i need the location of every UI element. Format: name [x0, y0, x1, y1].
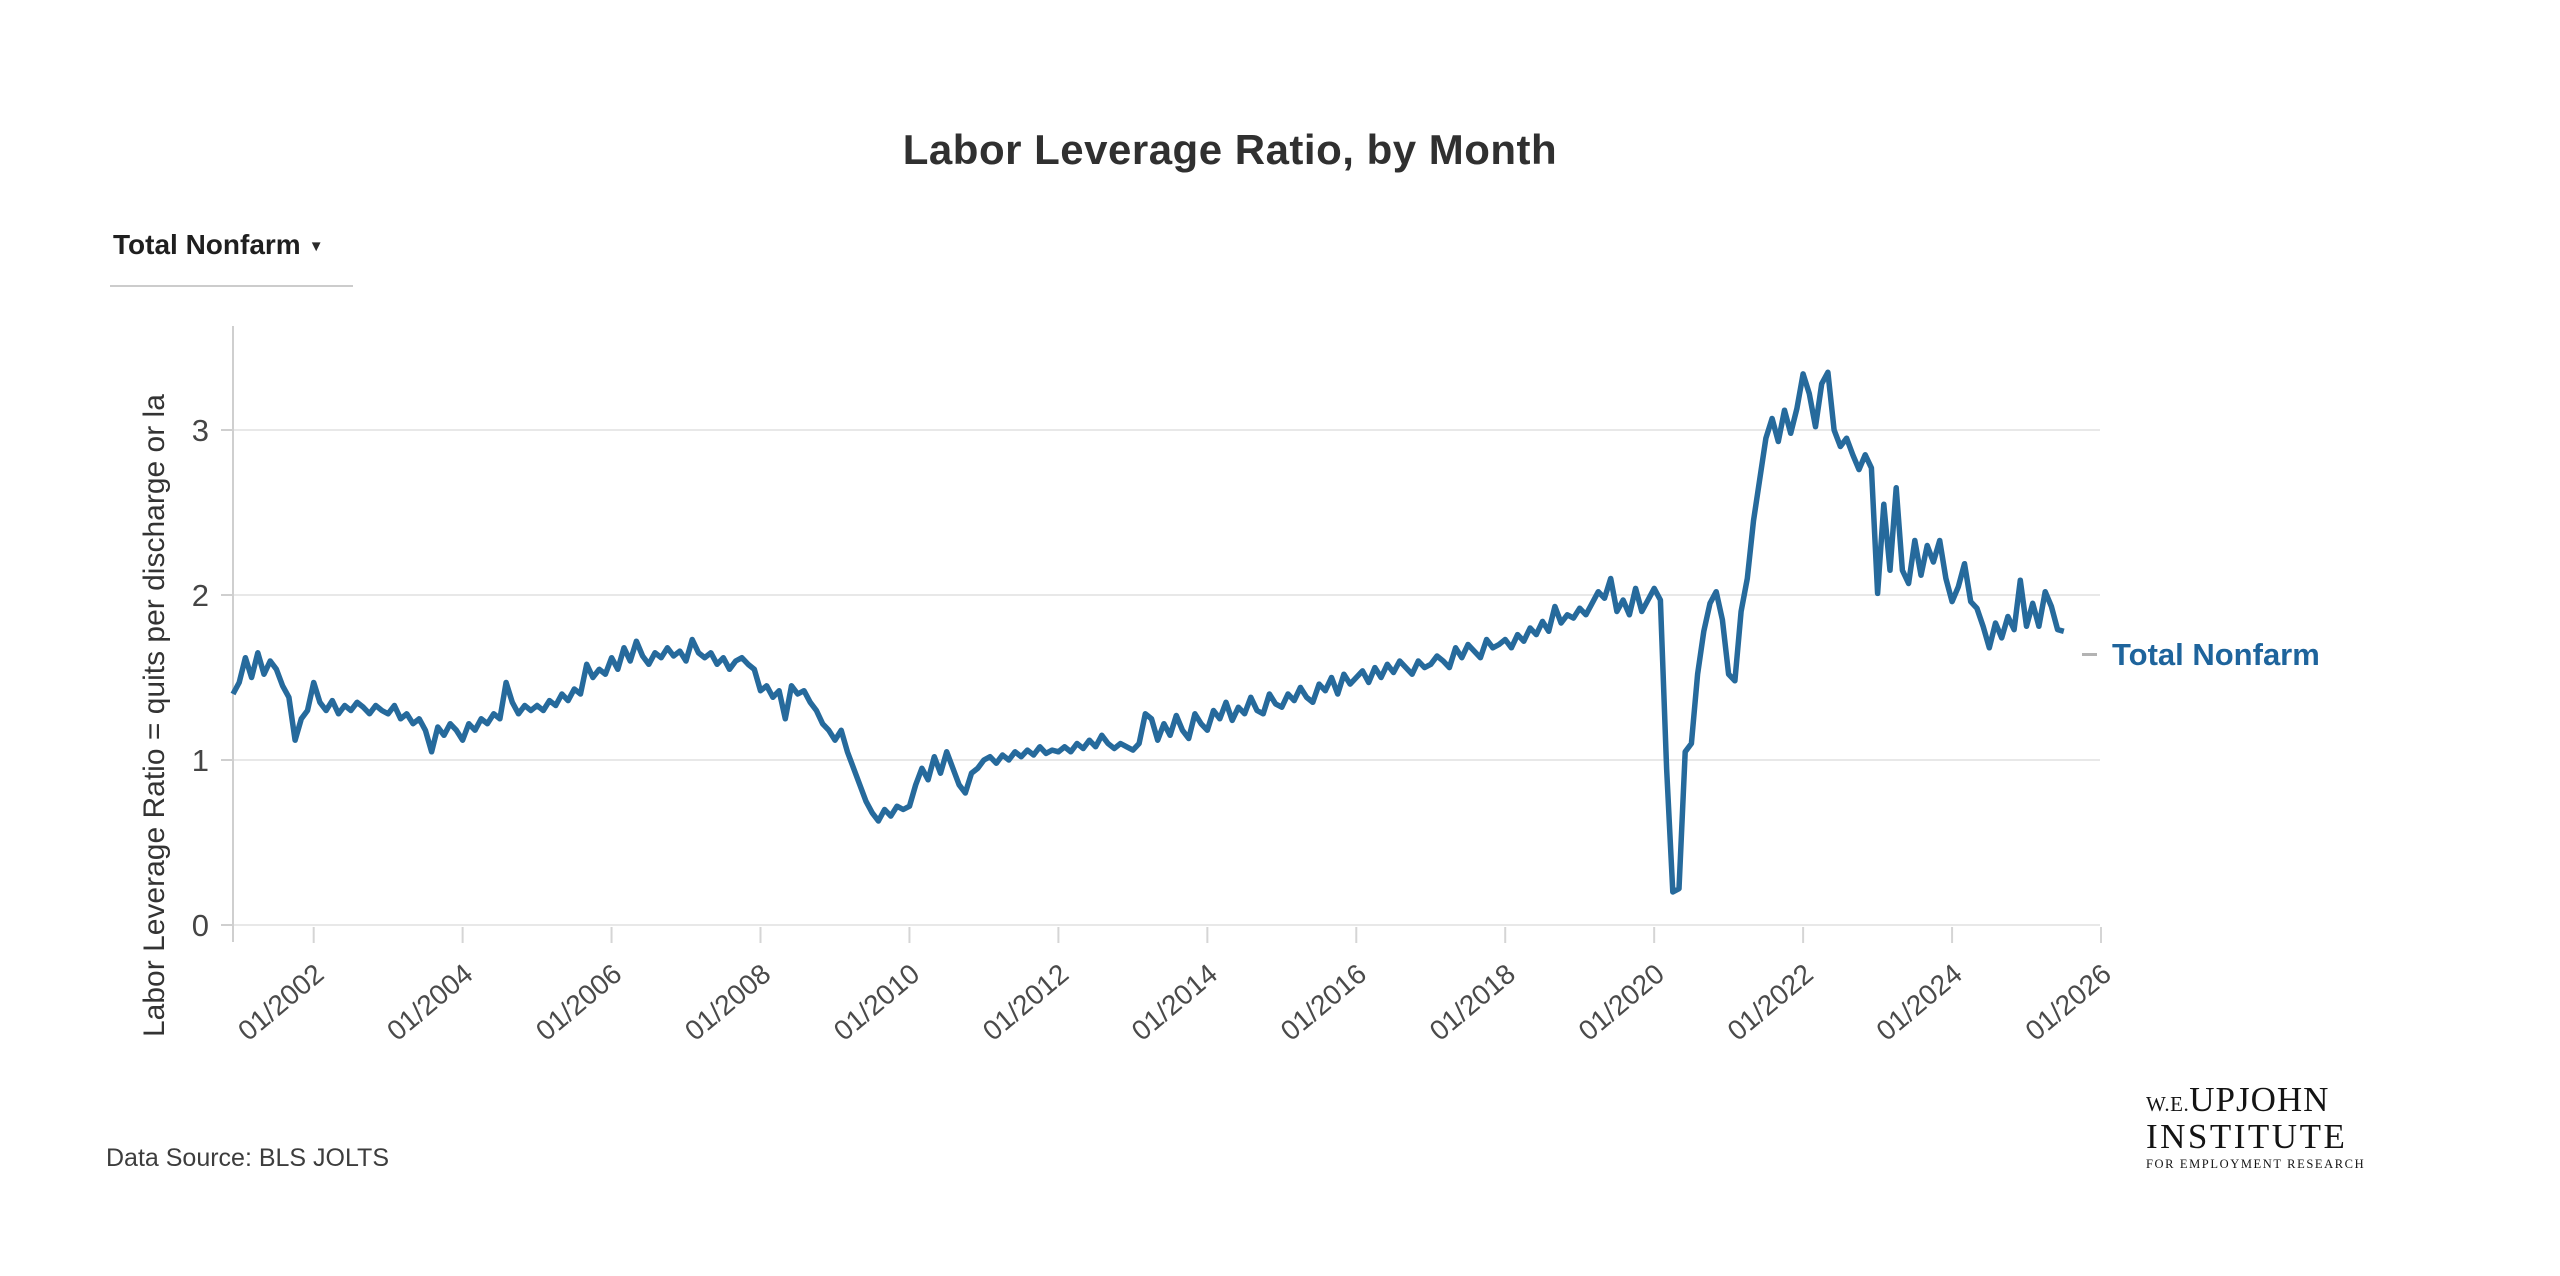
selector-underline [110, 285, 353, 287]
y-tick-label: 0 [192, 908, 209, 943]
x-tick-label: 01/2002 [232, 958, 329, 1047]
y-tick-label: 2 [192, 578, 209, 613]
y-tick-label: 3 [192, 413, 209, 448]
x-tick-label: 01/2012 [977, 958, 1074, 1047]
x-tick-label: 01/2026 [2019, 958, 2116, 1047]
x-tick-label: 01/2016 [1275, 958, 1372, 1047]
x-tick-label: 01/2018 [1424, 958, 1521, 1047]
chevron-down-icon: ▼ [308, 238, 324, 255]
x-tick-label: 01/2024 [1870, 958, 1967, 1047]
x-tick-label: 01/2020 [1573, 958, 1670, 1047]
series-selector-dropdown[interactable]: Total Nonfarm ▼ [113, 229, 324, 261]
series-end-dash [2082, 653, 2097, 656]
page-title: Labor Leverage Ratio, by Month [902, 126, 1558, 173]
series-selector-value: Total Nonfarm [113, 229, 301, 260]
x-tick-label: 01/2004 [381, 958, 478, 1047]
logo-upjohn: UPJOHN [2189, 1080, 2330, 1119]
x-tick-label: 01/2014 [1126, 958, 1223, 1047]
logo-tagline: FOR EMPLOYMENT RESEARCH [2146, 1157, 2366, 1171]
x-tick-label: 01/2008 [679, 958, 776, 1047]
upjohn-institute-logo: W.E. UPJOHN INSTITUTE FOR EMPLOYMENT RESE… [2146, 1080, 2366, 1171]
series-end-label[interactable]: Total Nonfarm [2112, 637, 2320, 672]
logo-we: W.E. [2146, 1092, 2190, 1116]
x-tick-label: 01/2006 [530, 958, 627, 1047]
y-tick-label: 1 [192, 743, 209, 778]
x-tick-label: 01/2010 [828, 958, 925, 1047]
series-line-total-nonfarm[interactable] [230, 369, 2065, 895]
logo-institute: INSTITUTE [2146, 1117, 2348, 1156]
y-axis-title: Labor Leverage Ratio = quits per dischar… [138, 394, 171, 1037]
data-source-note: Data Source: BLS JOLTS [106, 1144, 389, 1172]
x-tick-label: 01/2022 [1722, 958, 1819, 1047]
